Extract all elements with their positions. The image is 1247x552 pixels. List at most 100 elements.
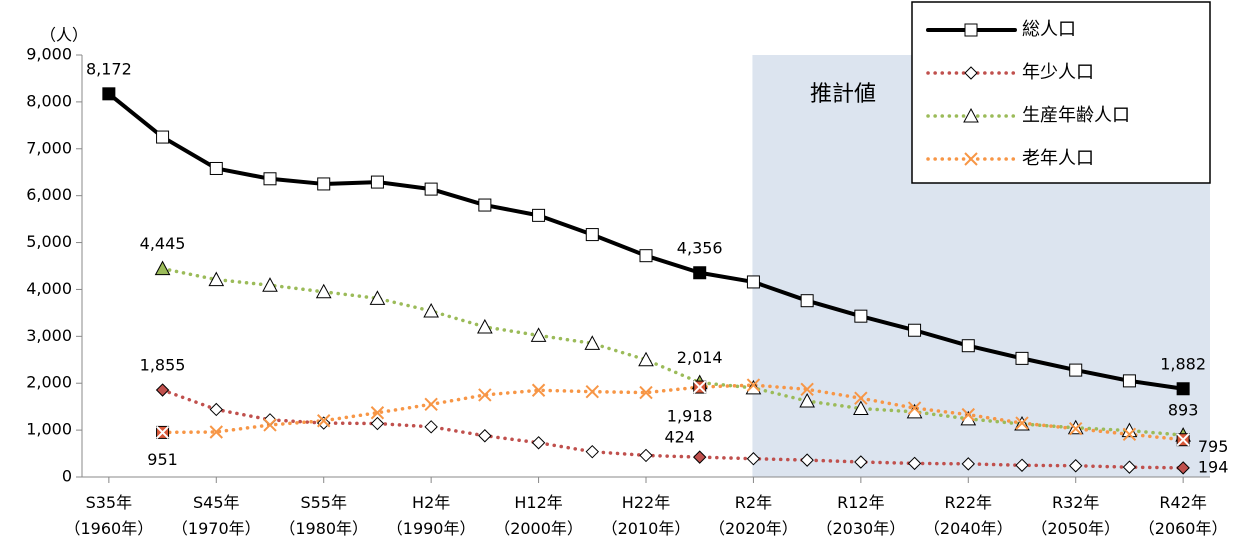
data-point	[154, 260, 171, 276]
data-point	[263, 172, 277, 186]
data-point	[209, 425, 223, 439]
data-point	[370, 175, 384, 189]
data-label: 1,882	[1160, 354, 1206, 373]
data-point	[961, 457, 975, 471]
series-line	[160, 266, 1185, 437]
data-point	[1015, 458, 1029, 472]
data-point	[585, 384, 599, 399]
x-tick-label: R42年 （2060年）	[1138, 493, 1228, 538]
series-line	[160, 383, 1185, 442]
data-point	[1015, 351, 1029, 365]
data-point	[639, 385, 653, 400]
data-point	[746, 378, 761, 392]
data-point	[854, 309, 868, 323]
data-point	[800, 453, 814, 467]
data-label: 893	[1168, 401, 1199, 420]
legend-marker	[963, 107, 979, 123]
data-label: 194	[1198, 457, 1229, 476]
data-point	[799, 392, 815, 408]
data-point	[961, 407, 975, 422]
data-point	[532, 208, 546, 222]
x-tick-label: R2年 （2020年）	[709, 493, 798, 538]
y-tick-label: 2,000	[26, 373, 72, 392]
data-point	[102, 87, 116, 101]
annotation: 推計値	[810, 82, 876, 107]
legend-label: 老年人口	[1022, 148, 1094, 169]
legend-marker	[964, 66, 978, 80]
y-tick-label: 7,000	[26, 138, 72, 157]
x-tick-label: S55年 （1980年）	[279, 493, 369, 538]
data-point	[693, 266, 707, 280]
y-tick-label: 0	[62, 467, 72, 486]
legend-label: 年少人口	[1022, 62, 1094, 83]
data-point	[370, 406, 385, 420]
y-tick-label: 6,000	[26, 185, 72, 204]
data-label: 1,918	[667, 407, 713, 426]
data-point	[317, 177, 331, 191]
data-label: 795	[1198, 437, 1229, 456]
data-point	[262, 277, 278, 292]
data-point	[854, 455, 868, 469]
y-tick-label: 3,000	[26, 326, 72, 345]
data-point	[961, 339, 975, 353]
x-tick-label: S45年 （1970年）	[171, 493, 261, 538]
data-label: 951	[147, 450, 178, 469]
data-point	[1176, 433, 1190, 447]
y-tick-label: 8,000	[26, 91, 72, 110]
data-point	[369, 290, 386, 305]
data-point	[854, 391, 868, 405]
data-label: 2,014	[677, 348, 723, 367]
y-tick-label: 4,000	[26, 279, 72, 298]
data-point	[424, 397, 438, 412]
data-label: 4,356	[677, 238, 723, 257]
data-label: 8,172	[86, 59, 132, 78]
x-tick-label: H12年 （2000年）	[494, 493, 583, 538]
legend-label: 生産年齢人口	[1022, 105, 1130, 126]
legend-marker	[964, 23, 978, 37]
y-tick-label: 1,000	[26, 420, 72, 439]
x-tick-label: H22年 （2010年）	[601, 493, 691, 538]
data-point	[907, 456, 922, 471]
y-unit: （人）	[40, 26, 88, 45]
data-point	[478, 429, 492, 443]
data-point	[800, 382, 814, 397]
data-point	[209, 402, 223, 417]
data-point	[477, 318, 493, 334]
data-point	[746, 452, 761, 466]
y-tick-label: 5,000	[26, 232, 72, 251]
data-point	[853, 400, 869, 416]
data-point	[478, 388, 492, 402]
data-point	[693, 380, 707, 394]
data-point	[1067, 419, 1084, 435]
x-tick-label: R32年 （2050年）	[1031, 493, 1121, 538]
data-point	[156, 130, 170, 144]
x-tick-label: R22年 （2040年）	[923, 493, 1013, 538]
data-point	[1122, 460, 1137, 474]
data-point	[423, 302, 439, 318]
data-point	[1069, 459, 1083, 473]
legend-label: 総人口	[1022, 19, 1076, 40]
x-tick-label: S35年 （1960年）	[64, 493, 154, 538]
legend-box	[911, 1, 1211, 184]
data-point	[424, 182, 438, 196]
data-point	[530, 327, 547, 342]
data-point	[1122, 374, 1136, 388]
data-point	[424, 420, 438, 434]
data-point	[585, 444, 599, 459]
data-point	[639, 249, 653, 263]
data-point	[478, 198, 492, 212]
data-point	[693, 450, 707, 464]
data-point	[315, 283, 332, 299]
data-point	[317, 416, 331, 430]
x-tick-label: R12年 （2030年）	[816, 493, 906, 538]
data-label: 424	[664, 428, 695, 447]
data-point	[638, 351, 654, 367]
data-point	[1069, 421, 1083, 436]
data-point	[1015, 416, 1029, 430]
data-point	[155, 425, 170, 440]
data-point	[370, 416, 385, 431]
data-label: 4,445	[140, 234, 186, 253]
